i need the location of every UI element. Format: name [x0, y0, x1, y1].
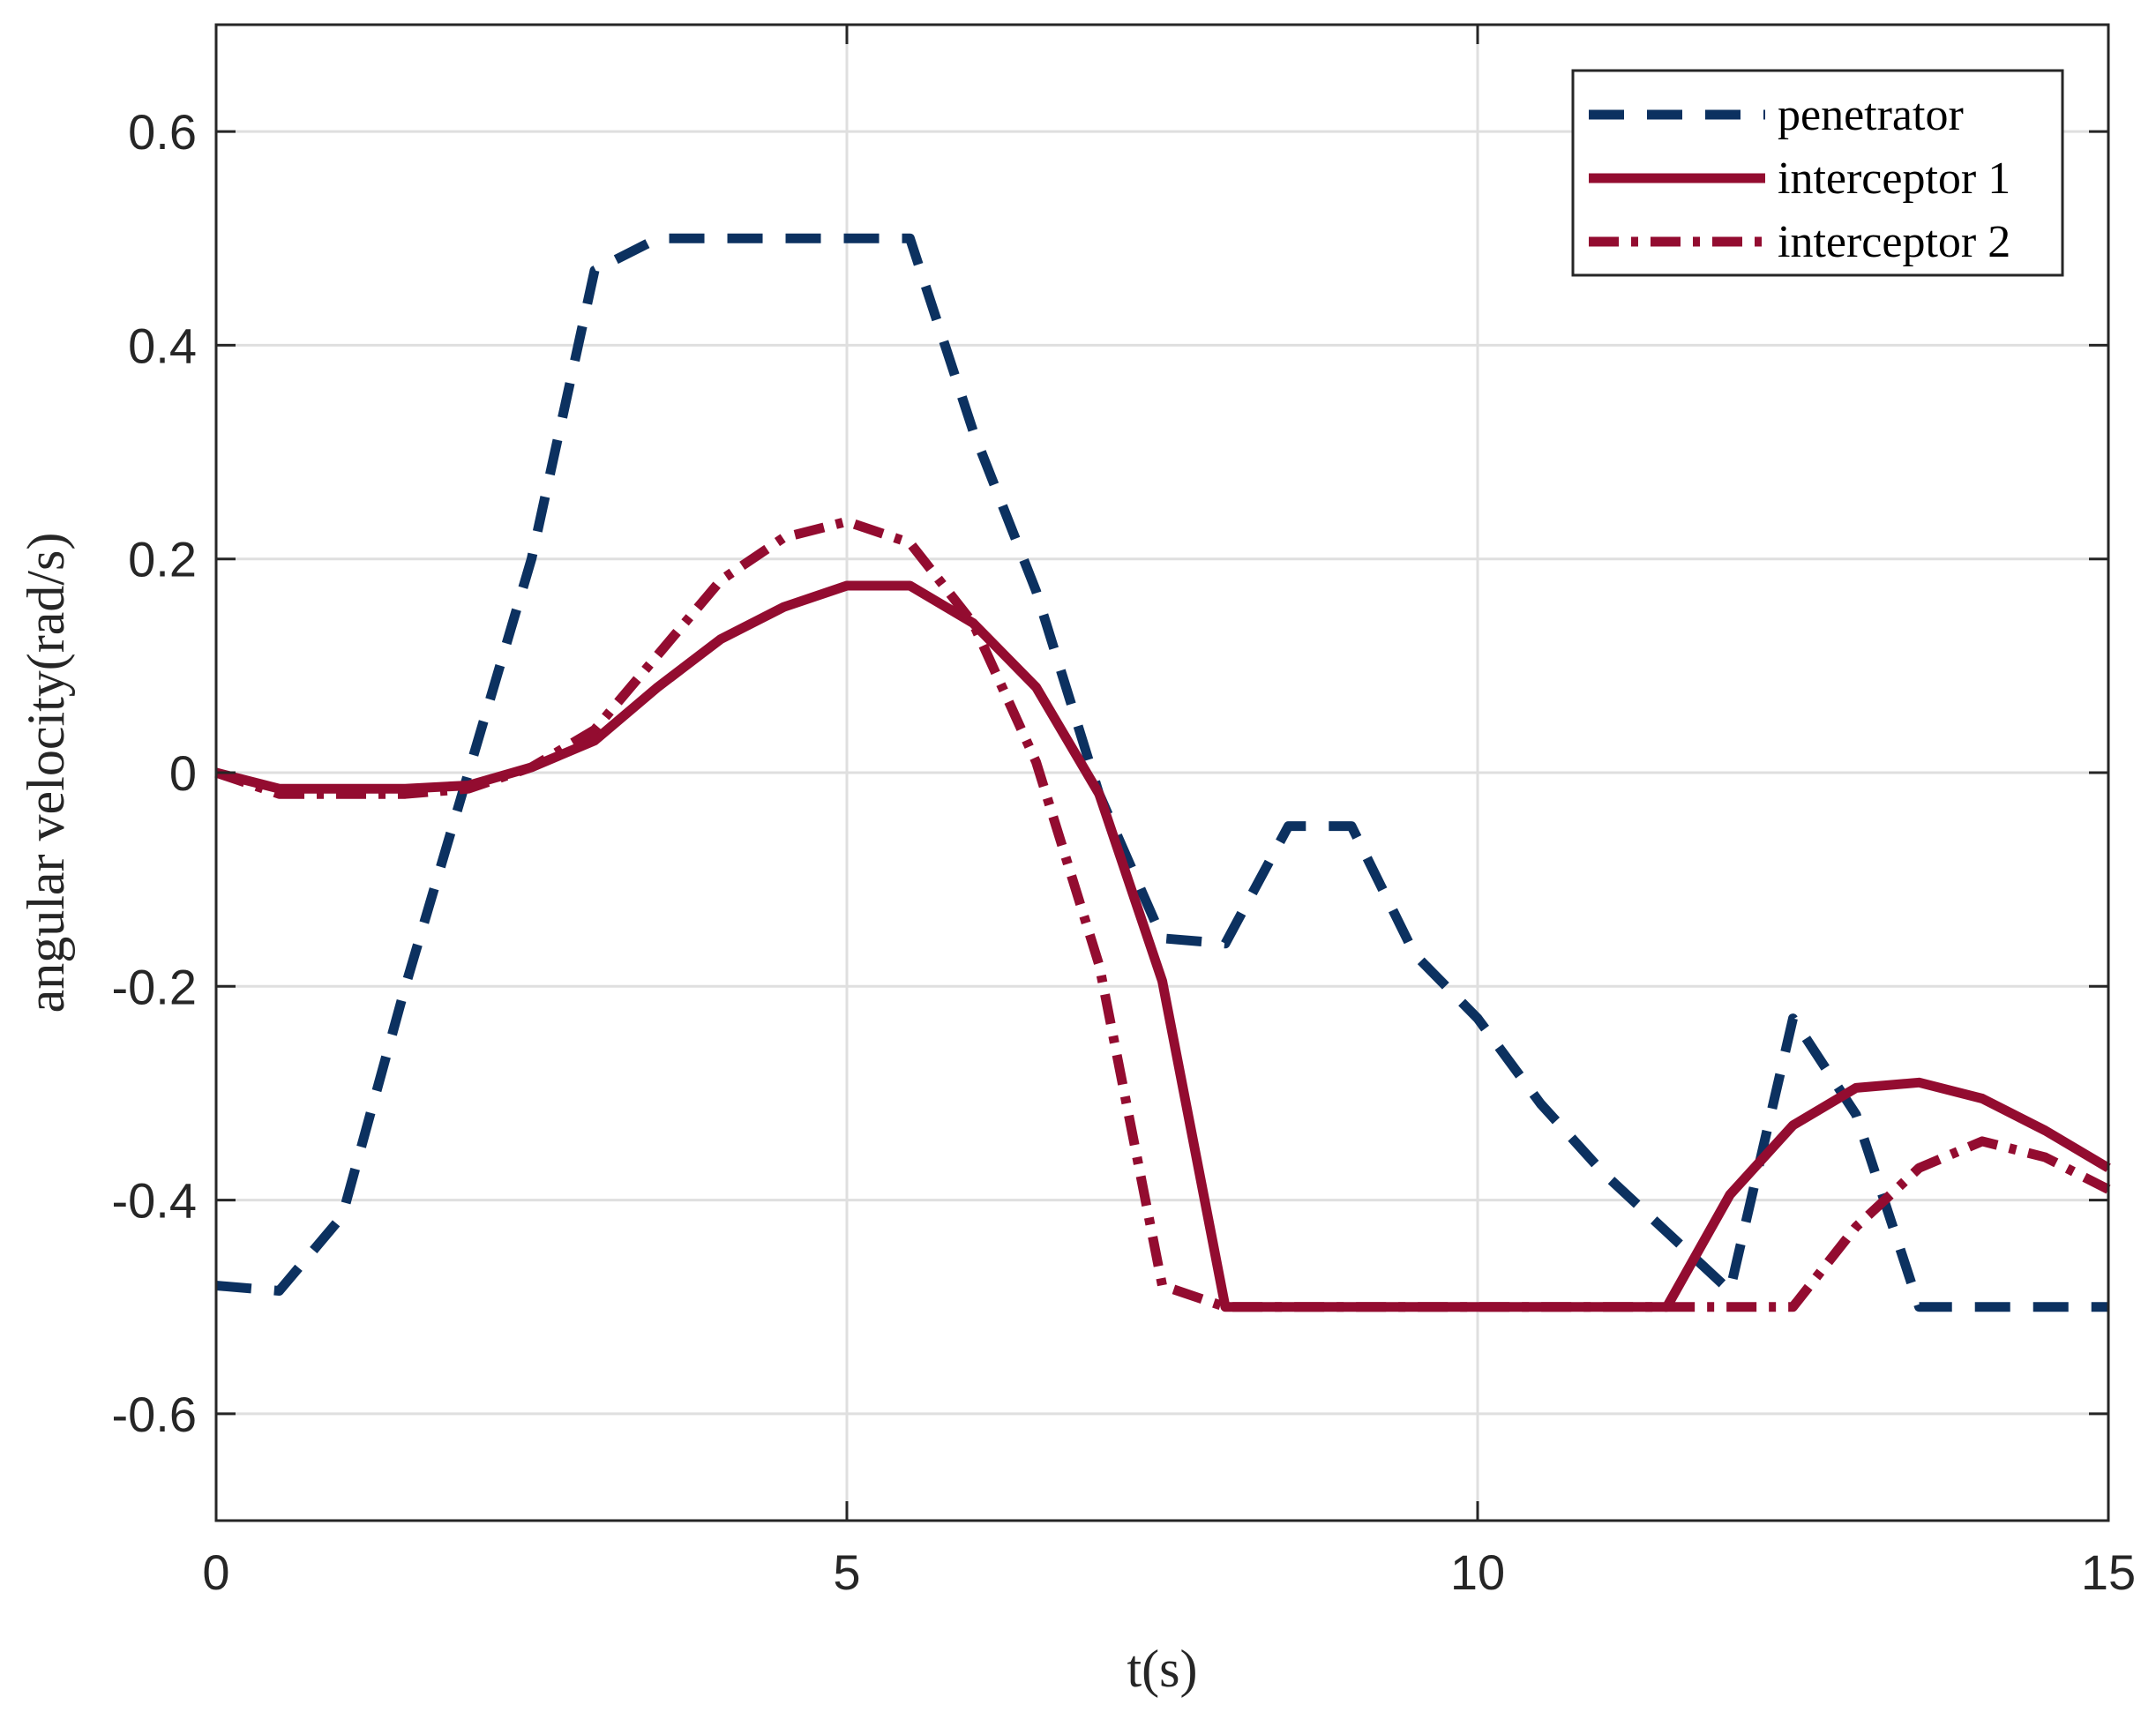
series-line-interceptor-2	[214, 516, 2111, 1312]
series-layer	[214, 233, 2111, 1312]
y-tick-label: -0.4	[112, 1173, 198, 1229]
y-tick-label: 0.4	[128, 318, 197, 373]
tick-marks	[214, 25, 2110, 1521]
y-tick-label: 0.6	[128, 104, 197, 160]
x-tick-label: 0	[202, 1544, 229, 1600]
x-tick-label: 5	[833, 1544, 860, 1600]
x-tick-label: 10	[1450, 1544, 1505, 1600]
legend-label: penetrator	[1778, 90, 1964, 140]
y-tick-label: -0.2	[112, 959, 198, 1014]
y-tick-label: 0.2	[128, 532, 197, 587]
legend: penetrator interceptor 1 interceptor 2	[1571, 69, 2064, 277]
legend-label: interceptor 1	[1778, 153, 2010, 204]
x-tick-label: 15	[2081, 1544, 2136, 1600]
y-tick-label: -0.6	[112, 1387, 198, 1442]
x-axis-label: t(s)	[1127, 1640, 1198, 1698]
legend-label: interceptor 2	[1778, 217, 2010, 267]
y-tick-label: 0	[169, 745, 197, 801]
tick-labels: 0 5 10 15 -0.6 -0.4 -0.2 0 0.2 0.4 0.6	[112, 104, 2137, 1600]
series-line-penetrator	[215, 233, 2108, 1312]
y-axis-label: angular velocity(rad/s)	[17, 533, 75, 1013]
